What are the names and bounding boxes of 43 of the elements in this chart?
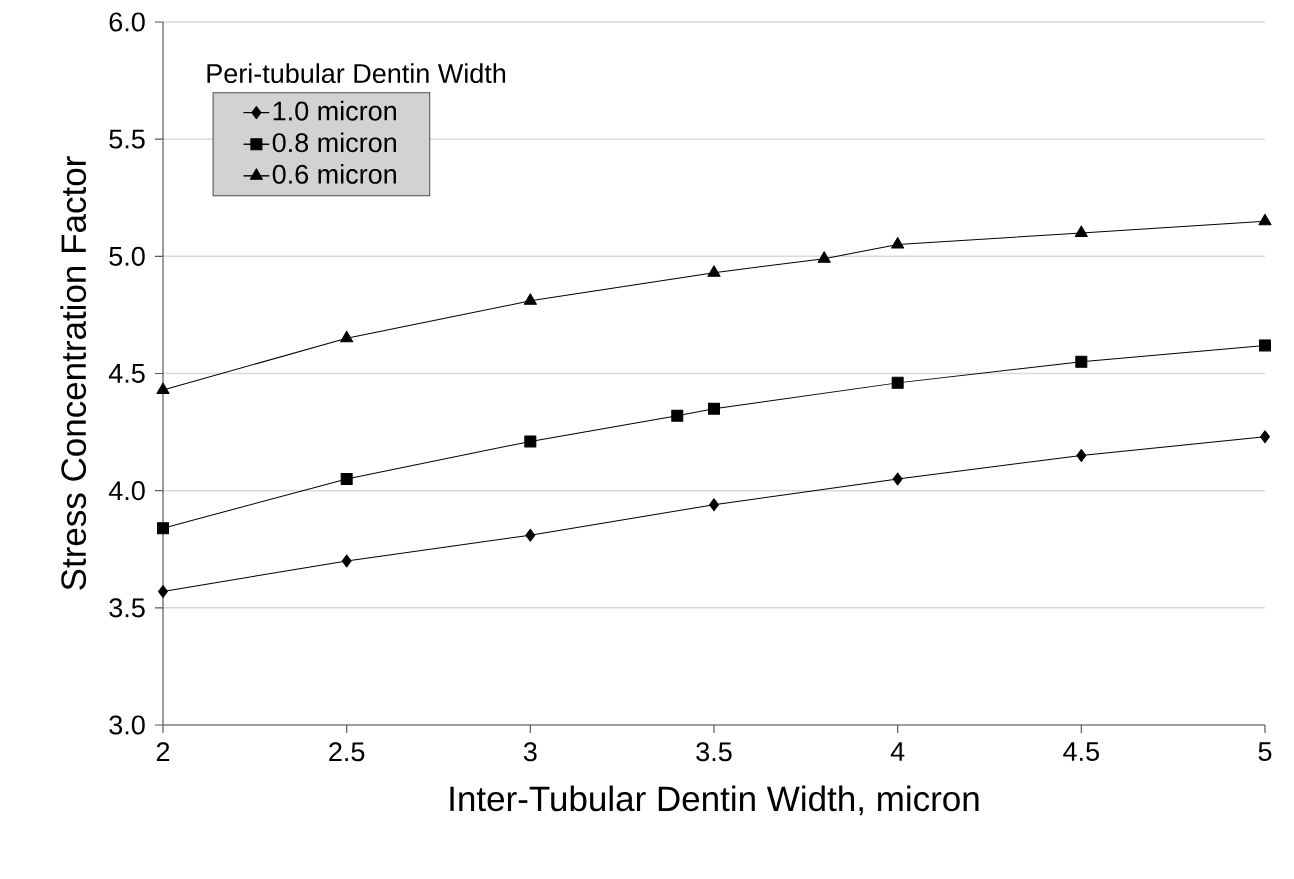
point: [1074, 225, 1088, 237]
legend-label: 0.6 micron: [272, 164, 396, 184]
y-tick-label: 6.0: [109, 12, 145, 32]
x-tick-label: 2.5: [329, 742, 365, 762]
point: [707, 402, 720, 415]
x-tick-label: 3.5: [696, 742, 732, 762]
point: [891, 376, 904, 389]
point: [340, 330, 354, 343]
x-tick-label: 4: [890, 742, 905, 761]
point: [817, 251, 831, 263]
point: [1258, 213, 1272, 226]
point: [341, 554, 352, 568]
legend-title: Peri-tubular Dentin Width: [207, 63, 506, 84]
x-tick-label: 2: [156, 742, 170, 762]
point: [1076, 449, 1087, 463]
legend-label: 0.8 micron: [272, 132, 396, 153]
x-tick-label: 5: [1258, 742, 1272, 762]
y-tick-label: 3.5: [109, 598, 145, 618]
x-tick-label: 3: [523, 742, 537, 762]
y-tick-label: 5.0: [109, 246, 145, 266]
point: [158, 584, 168, 598]
x-axis-title: Inter-Tubular Dentin Width, micron: [450, 785, 979, 816]
y-tick-label: 3.0: [109, 715, 145, 735]
point: [523, 293, 537, 305]
point: [671, 409, 684, 422]
point: [707, 265, 721, 277]
point: [340, 472, 353, 485]
point: [157, 522, 169, 535]
x-tick-label: 4.5: [1063, 742, 1099, 762]
point: [708, 498, 719, 512]
point: [1258, 339, 1271, 352]
y-axis-title: Stress Concentration Factor: [60, 156, 87, 590]
point: [525, 528, 536, 542]
point: [524, 435, 537, 448]
point: [156, 382, 170, 394]
point: [891, 237, 905, 249]
y-tick-label: 5.5: [109, 129, 145, 149]
y-tick-label: 4.5: [108, 364, 145, 383]
y-tick-label: 4.0: [108, 481, 145, 501]
point: [1259, 430, 1270, 444]
point: [892, 472, 903, 486]
point: [1075, 355, 1088, 368]
legend-label: 1.0 micron: [273, 100, 396, 121]
